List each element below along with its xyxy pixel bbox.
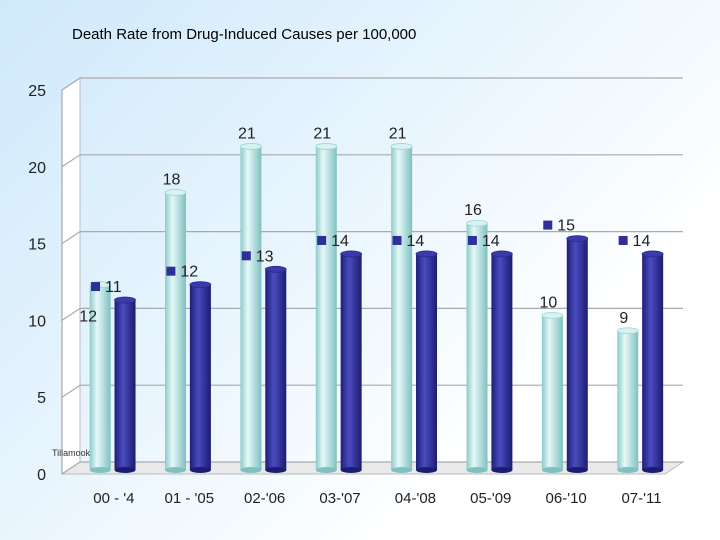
bars-layer — [89, 143, 664, 473]
bar-tillamook — [617, 330, 639, 470]
bar-top-oregon — [189, 281, 212, 289]
bar-base-tillamook — [89, 467, 111, 473]
data-marker-oregon — [467, 235, 477, 245]
bar-oregon — [114, 300, 136, 470]
bar-base-tillamook — [466, 467, 488, 473]
bar-tillamook — [89, 284, 111, 470]
data-label-oregon: 14 — [633, 233, 651, 250]
bar-base-tillamook — [240, 467, 262, 473]
data-marker-oregon — [241, 251, 251, 261]
bar-tillamook — [165, 192, 187, 470]
bar-base-oregon — [491, 467, 513, 473]
bar-top-tillamook — [390, 143, 413, 150]
data-label-oregon: 15 — [557, 218, 575, 235]
bar-top-tillamook — [616, 327, 639, 335]
data-label-oregon: 14 — [407, 233, 425, 250]
bar-base-oregon — [566, 467, 588, 473]
bar-oregon — [566, 238, 588, 470]
y-tick-label: 20 — [28, 160, 46, 177]
bar-top-oregon — [114, 296, 136, 304]
bar-tillamook — [315, 146, 337, 470]
bar-top-tillamook — [239, 143, 262, 150]
data-label-tillamook: 12 — [79, 309, 97, 326]
gridline — [61, 154, 683, 168]
x-category-label: 00 - '4 — [93, 490, 134, 507]
bar-top-tillamook — [541, 311, 564, 319]
bar-top-tillamook — [164, 189, 187, 196]
x-category-label: 01 - '05 — [165, 490, 215, 507]
data-label-oregon: 13 — [256, 248, 274, 265]
x-category-label: 02-'06 — [244, 490, 285, 507]
bar-top-oregon — [490, 250, 513, 258]
y-tick-label: 0 — [37, 467, 46, 484]
bar-base-tillamook — [315, 467, 337, 473]
bar-tillamook — [466, 223, 488, 470]
data-label-tillamook: 10 — [540, 294, 558, 311]
x-category-label: 06-'10 — [546, 490, 587, 507]
y-tick-label: 25 — [28, 83, 46, 100]
bar-oregon — [189, 284, 211, 470]
data-label-tillamook: 18 — [163, 172, 181, 189]
bar-oregon — [416, 253, 438, 470]
data-label-oregon: 14 — [482, 233, 500, 250]
bar-top-oregon — [641, 250, 664, 258]
chart-title: Death Rate from Drug-Induced Causes per … — [72, 26, 416, 43]
bar-base-oregon — [265, 467, 287, 473]
data-marker-oregon — [317, 235, 327, 245]
x-category-label: 07-'11 — [621, 490, 661, 507]
bar-oregon — [265, 269, 287, 470]
bar-top-tillamook — [466, 219, 488, 227]
annotation-label: Tillamook — [52, 448, 91, 458]
data-marker-oregon — [543, 220, 553, 230]
bar-top-oregon — [566, 235, 589, 243]
data-marker-oregon — [618, 235, 628, 245]
data-marker-oregon — [392, 235, 402, 245]
bar-top-oregon — [340, 250, 363, 258]
bar-base-tillamook — [165, 467, 187, 473]
labels-layer: 12 11 00 - '4 18 12 01 - '05 21 13 02-'06 21 14 03-… — [52, 125, 662, 507]
axes-layer: 0 5 10 15 20 25 — [28, 77, 685, 484]
bar-oregon — [642, 253, 664, 470]
data-marker-oregon — [166, 266, 176, 276]
data-label-oregon: 11 — [105, 279, 122, 296]
bar-oregon — [340, 253, 362, 470]
y-tick-label: 10 — [28, 313, 46, 330]
bar-base-oregon — [340, 467, 362, 473]
data-label-tillamook: 16 — [464, 202, 482, 219]
bar-base-oregon — [642, 467, 664, 473]
data-label-tillamook: 21 — [238, 125, 256, 142]
bar-top-oregon — [264, 265, 287, 273]
floor — [60, 461, 685, 475]
y-tick-label: 5 — [37, 390, 46, 407]
bar-base-oregon — [416, 467, 438, 473]
bar-base-tillamook — [541, 467, 563, 473]
bar-base-tillamook — [617, 467, 639, 473]
y-tick-label: 15 — [28, 237, 46, 254]
data-label-tillamook: 9 — [619, 310, 628, 327]
data-label-oregon: 12 — [180, 264, 198, 281]
gridline — [61, 231, 683, 245]
gridline — [61, 307, 683, 321]
bar-tillamook — [541, 315, 563, 470]
bar-tillamook — [391, 146, 413, 470]
data-marker-oregon — [91, 282, 101, 292]
bar-base-oregon — [189, 467, 211, 473]
x-category-label: 03-'07 — [319, 490, 360, 507]
data-label-oregon: 14 — [331, 233, 349, 250]
x-category-label: 05-'09 — [470, 490, 511, 507]
data-label-tillamook: 21 — [389, 125, 407, 142]
bar-oregon — [491, 253, 513, 470]
bar-base-tillamook — [391, 467, 413, 473]
x-category-label: 04-'08 — [395, 490, 436, 507]
bar-tillamook — [240, 146, 262, 470]
bar-top-oregon — [415, 250, 438, 258]
gridline — [61, 77, 683, 91]
data-label-tillamook: 21 — [313, 125, 331, 142]
bar-top-tillamook — [315, 143, 338, 150]
bar-base-oregon — [114, 467, 136, 473]
side-wall — [61, 77, 81, 475]
gridline — [61, 384, 683, 398]
